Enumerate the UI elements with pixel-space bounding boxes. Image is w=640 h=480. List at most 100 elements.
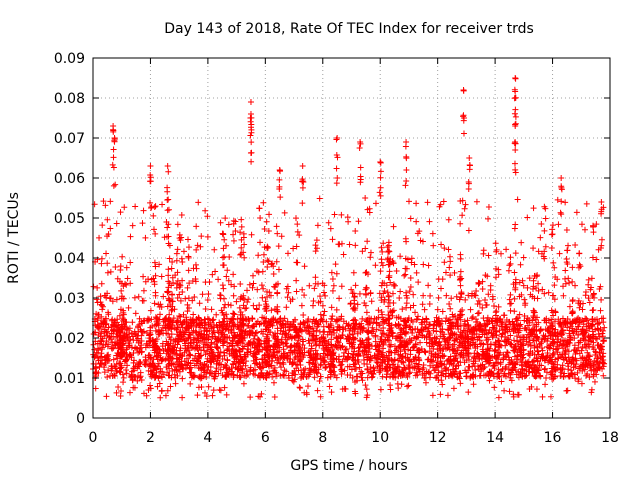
data-point: [194, 242, 201, 249]
data-point: [485, 252, 492, 259]
data-point: [202, 389, 209, 396]
data-point: [385, 293, 392, 300]
data-point: [556, 250, 563, 257]
data-point: [151, 300, 158, 307]
data-point: [502, 365, 509, 372]
data-point: [98, 260, 105, 267]
data-point: [195, 199, 202, 206]
data-point: [389, 290, 396, 297]
data-point: [572, 282, 579, 289]
data-point: [222, 215, 229, 222]
data-point: [484, 341, 491, 348]
data-point: [136, 321, 143, 328]
data-point: [530, 313, 537, 319]
data-point: [357, 179, 364, 186]
data-point: [113, 296, 120, 303]
data-point: [248, 129, 255, 136]
data-point: [598, 296, 605, 303]
data-point: [507, 291, 514, 298]
data-point: [575, 264, 582, 271]
data-point: [363, 309, 370, 316]
data-point: [440, 198, 447, 205]
data-point: [600, 360, 607, 367]
data-point: [233, 298, 240, 305]
data-point: [588, 275, 595, 282]
data-point: [420, 292, 427, 299]
data-point: [99, 222, 106, 229]
data-point: [105, 367, 112, 374]
data-point: [403, 166, 410, 173]
data-point: [329, 313, 336, 320]
data-point: [313, 245, 320, 252]
data-point: [262, 298, 269, 305]
data-point: [187, 352, 194, 359]
data-point: [242, 305, 249, 312]
data-point: [512, 113, 519, 120]
data-point: [390, 223, 397, 230]
data-point: [219, 262, 226, 269]
data-point: [306, 282, 313, 289]
data-point: [404, 383, 411, 390]
data-point: [255, 393, 262, 400]
data-point: [480, 250, 487, 257]
data-point: [411, 261, 418, 268]
data-point: [247, 150, 254, 157]
data-point: [600, 315, 607, 322]
data-point: [250, 280, 257, 287]
data-point: [457, 282, 464, 289]
data-point: [256, 205, 263, 212]
data-point: [586, 374, 593, 381]
data-point: [438, 241, 445, 248]
data-point: [562, 267, 569, 274]
data-point: [275, 243, 282, 250]
data-point: [237, 280, 244, 287]
data-point: [338, 283, 345, 290]
data-point: [399, 306, 406, 313]
data-point: [538, 345, 545, 352]
data-point: [166, 296, 173, 303]
data-point: [204, 297, 211, 304]
data-point: [457, 370, 464, 377]
data-point: [165, 233, 172, 240]
data-point: [377, 168, 384, 175]
data-point: [511, 225, 518, 232]
data-point: [199, 291, 206, 298]
data-point: [383, 282, 390, 289]
x-tick-label: 4: [203, 430, 212, 446]
data-point: [187, 380, 194, 387]
data-point: [164, 188, 171, 195]
data-point: [503, 246, 510, 253]
data-point: [448, 295, 455, 302]
data-point: [296, 232, 303, 239]
data-point: [377, 386, 384, 393]
data-point: [331, 211, 338, 218]
data-point: [220, 231, 227, 238]
data-point: [579, 306, 586, 313]
x-tick-label: 12: [429, 430, 447, 446]
data-point: [250, 272, 257, 279]
data-point: [600, 372, 607, 379]
data-point: [151, 203, 158, 210]
data-point: [576, 250, 583, 257]
y-tick-label: 0.08: [54, 91, 85, 107]
data-point: [152, 327, 159, 334]
data-point: [590, 306, 597, 313]
data-point: [403, 304, 410, 311]
data-point: [155, 360, 162, 367]
data-point: [563, 387, 570, 394]
data-point: [299, 200, 306, 207]
data-point: [460, 87, 467, 94]
data-point: [405, 365, 412, 372]
data-point: [230, 310, 237, 317]
data-point: [472, 367, 479, 374]
data-point: [333, 327, 340, 334]
data-point: [497, 250, 504, 257]
data-point: [501, 387, 508, 394]
data-point: [517, 261, 524, 268]
data-point: [524, 214, 531, 221]
data-point: [92, 385, 99, 392]
x-axis-label: GPS time / hours: [290, 458, 407, 474]
data-point: [506, 388, 513, 395]
data-point: [123, 366, 130, 373]
